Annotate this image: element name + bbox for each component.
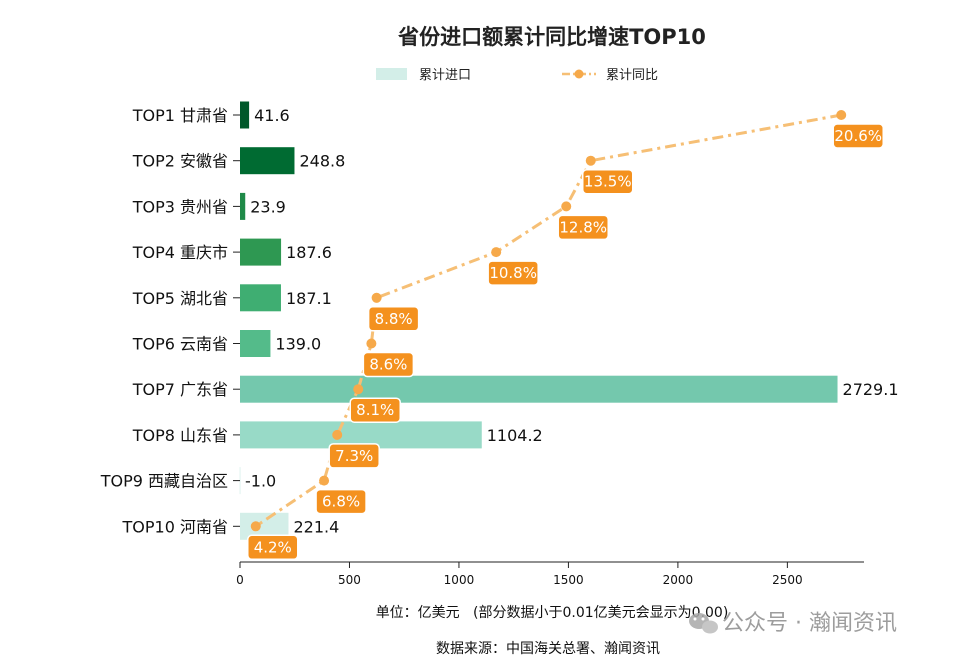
category-label: TOP9 西藏自治区 — [100, 472, 228, 491]
growth-point — [561, 201, 572, 212]
growth-label-box — [367, 306, 420, 332]
growth-label: 12.8% — [559, 218, 607, 236]
growth-point — [371, 292, 382, 303]
bar-value-label: 187.6 — [286, 243, 332, 262]
source-note: 数据来源：中国海关总署、瀚闻资讯 — [436, 641, 660, 657]
bar — [240, 192, 246, 220]
bar-value-label: -1.0 — [245, 472, 276, 491]
bar-labels-layer: TOP1 甘肃省 41.6 TOP2 安徽省 248.8 TOP3 贵州省 23.9 TOP… — [100, 106, 899, 536]
wechat-icon — [689, 613, 718, 634]
growth-point — [366, 338, 377, 349]
watermark-text: 公众号 · 瀚闻资讯 — [722, 611, 897, 636]
bar — [240, 284, 281, 312]
growth-label-box — [328, 443, 380, 469]
bar — [239, 467, 241, 495]
growth-label: 8.8% — [375, 310, 413, 328]
bar-value-label: 221.4 — [293, 517, 339, 536]
category-label: TOP10 河南省 — [122, 517, 228, 536]
bar — [240, 330, 271, 357]
category-label: TOP6 云南省 — [132, 335, 228, 354]
growth-label: 8.1% — [356, 401, 394, 419]
growth-label-box — [832, 123, 884, 149]
bar — [240, 375, 838, 403]
category-label: TOP3 贵州省 — [132, 197, 228, 216]
growth-label: 4.2% — [254, 538, 292, 556]
growth-label-box — [349, 397, 401, 423]
x-axis: 0 500 1000 1500 2000 2500 — [236, 561, 864, 587]
growth-label-box — [362, 351, 415, 378]
category-label: TOP7 广东省 — [132, 380, 228, 399]
growth-point — [332, 429, 343, 440]
watermark: 公众号 · 瀚闻资讯 — [689, 611, 897, 636]
growth-label: 8.6% — [369, 356, 407, 374]
growth-point — [319, 475, 330, 486]
bar-value-label: 248.8 — [299, 152, 345, 171]
chart-title: 省份进口额累计同比增速TOP10 — [397, 25, 706, 49]
category-label: TOP2 安徽省 — [132, 152, 228, 171]
category-label: TOP4 重庆市 — [132, 243, 228, 262]
growth-label: 7.3% — [335, 447, 373, 465]
growth-point — [585, 155, 596, 166]
bar-value-label: 1104.2 — [487, 426, 543, 445]
growth-point — [250, 521, 261, 532]
legend-bar-swatch — [376, 68, 407, 80]
category-label: TOP8 山东省 — [132, 426, 228, 445]
legend: 累计进口 累计同比 — [376, 68, 658, 83]
legend-line-label: 累计同比 — [606, 68, 658, 83]
bar-value-label: 2729.1 — [843, 380, 899, 399]
x-tick-label: 0 — [236, 573, 244, 587]
growth-label-box — [315, 488, 367, 515]
bar-value-label: 187.1 — [286, 289, 332, 308]
x-tick-label: 1000 — [444, 573, 475, 587]
growth-label-box — [582, 168, 634, 195]
bar — [240, 101, 250, 129]
growth-label: 10.8% — [489, 264, 537, 282]
growth-point — [353, 384, 364, 395]
x-tick-label: 1500 — [553, 573, 584, 587]
x-tick-label: 500 — [338, 573, 361, 587]
category-label: TOP1 甘肃省 — [132, 106, 228, 125]
bar — [240, 147, 295, 175]
bar — [240, 238, 282, 266]
growth-label-box — [247, 534, 299, 561]
growth-label-box — [557, 214, 609, 241]
growth-point — [491, 247, 502, 258]
growth-line-layer — [250, 110, 847, 532]
legend-line-marker — [574, 69, 584, 79]
x-tick-label: 2000 — [663, 573, 694, 587]
x-tick-label: 2500 — [772, 573, 803, 587]
growth-label-box — [487, 260, 539, 286]
growth-labels-layer: 20.6% 13.5% 12.8% 10.8% 8.8% 8.6% 8.1% 7.3% 6.8%… — [247, 123, 884, 561]
x-axis-label: 单位：亿美元 (部分数据小于0.01亿美元会显示为0.00) — [376, 605, 729, 621]
growth-label: 13.5% — [584, 173, 632, 191]
legend-bar-label: 累计进口 — [419, 68, 471, 83]
bar-value-label: 23.9 — [250, 197, 286, 216]
bar-value-label: 139.0 — [275, 335, 321, 354]
growth-label: 6.8% — [322, 493, 360, 511]
growth-point — [836, 110, 847, 120]
category-label: TOP5 湖北省 — [132, 289, 228, 308]
bars-layer — [233, 101, 838, 540]
growth-line — [254, 113, 842, 528]
growth-label: 20.6% — [834, 127, 882, 145]
bar-value-label: 41.6 — [254, 106, 290, 125]
